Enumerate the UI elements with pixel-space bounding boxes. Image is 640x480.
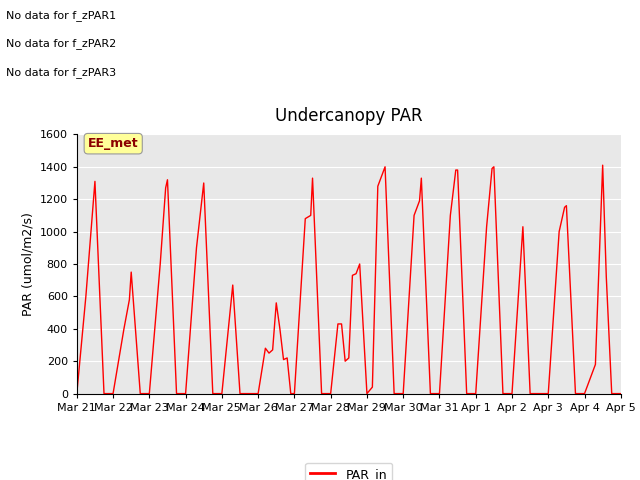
Text: No data for f_zPAR1: No data for f_zPAR1 [6,10,116,21]
Legend: PAR_in: PAR_in [305,463,392,480]
Y-axis label: PAR (umol/m2/s): PAR (umol/m2/s) [21,212,34,316]
Title: Undercanopy PAR: Undercanopy PAR [275,107,422,124]
Text: EE_met: EE_met [88,137,138,150]
Text: No data for f_zPAR2: No data for f_zPAR2 [6,38,116,49]
Text: No data for f_zPAR3: No data for f_zPAR3 [6,67,116,78]
